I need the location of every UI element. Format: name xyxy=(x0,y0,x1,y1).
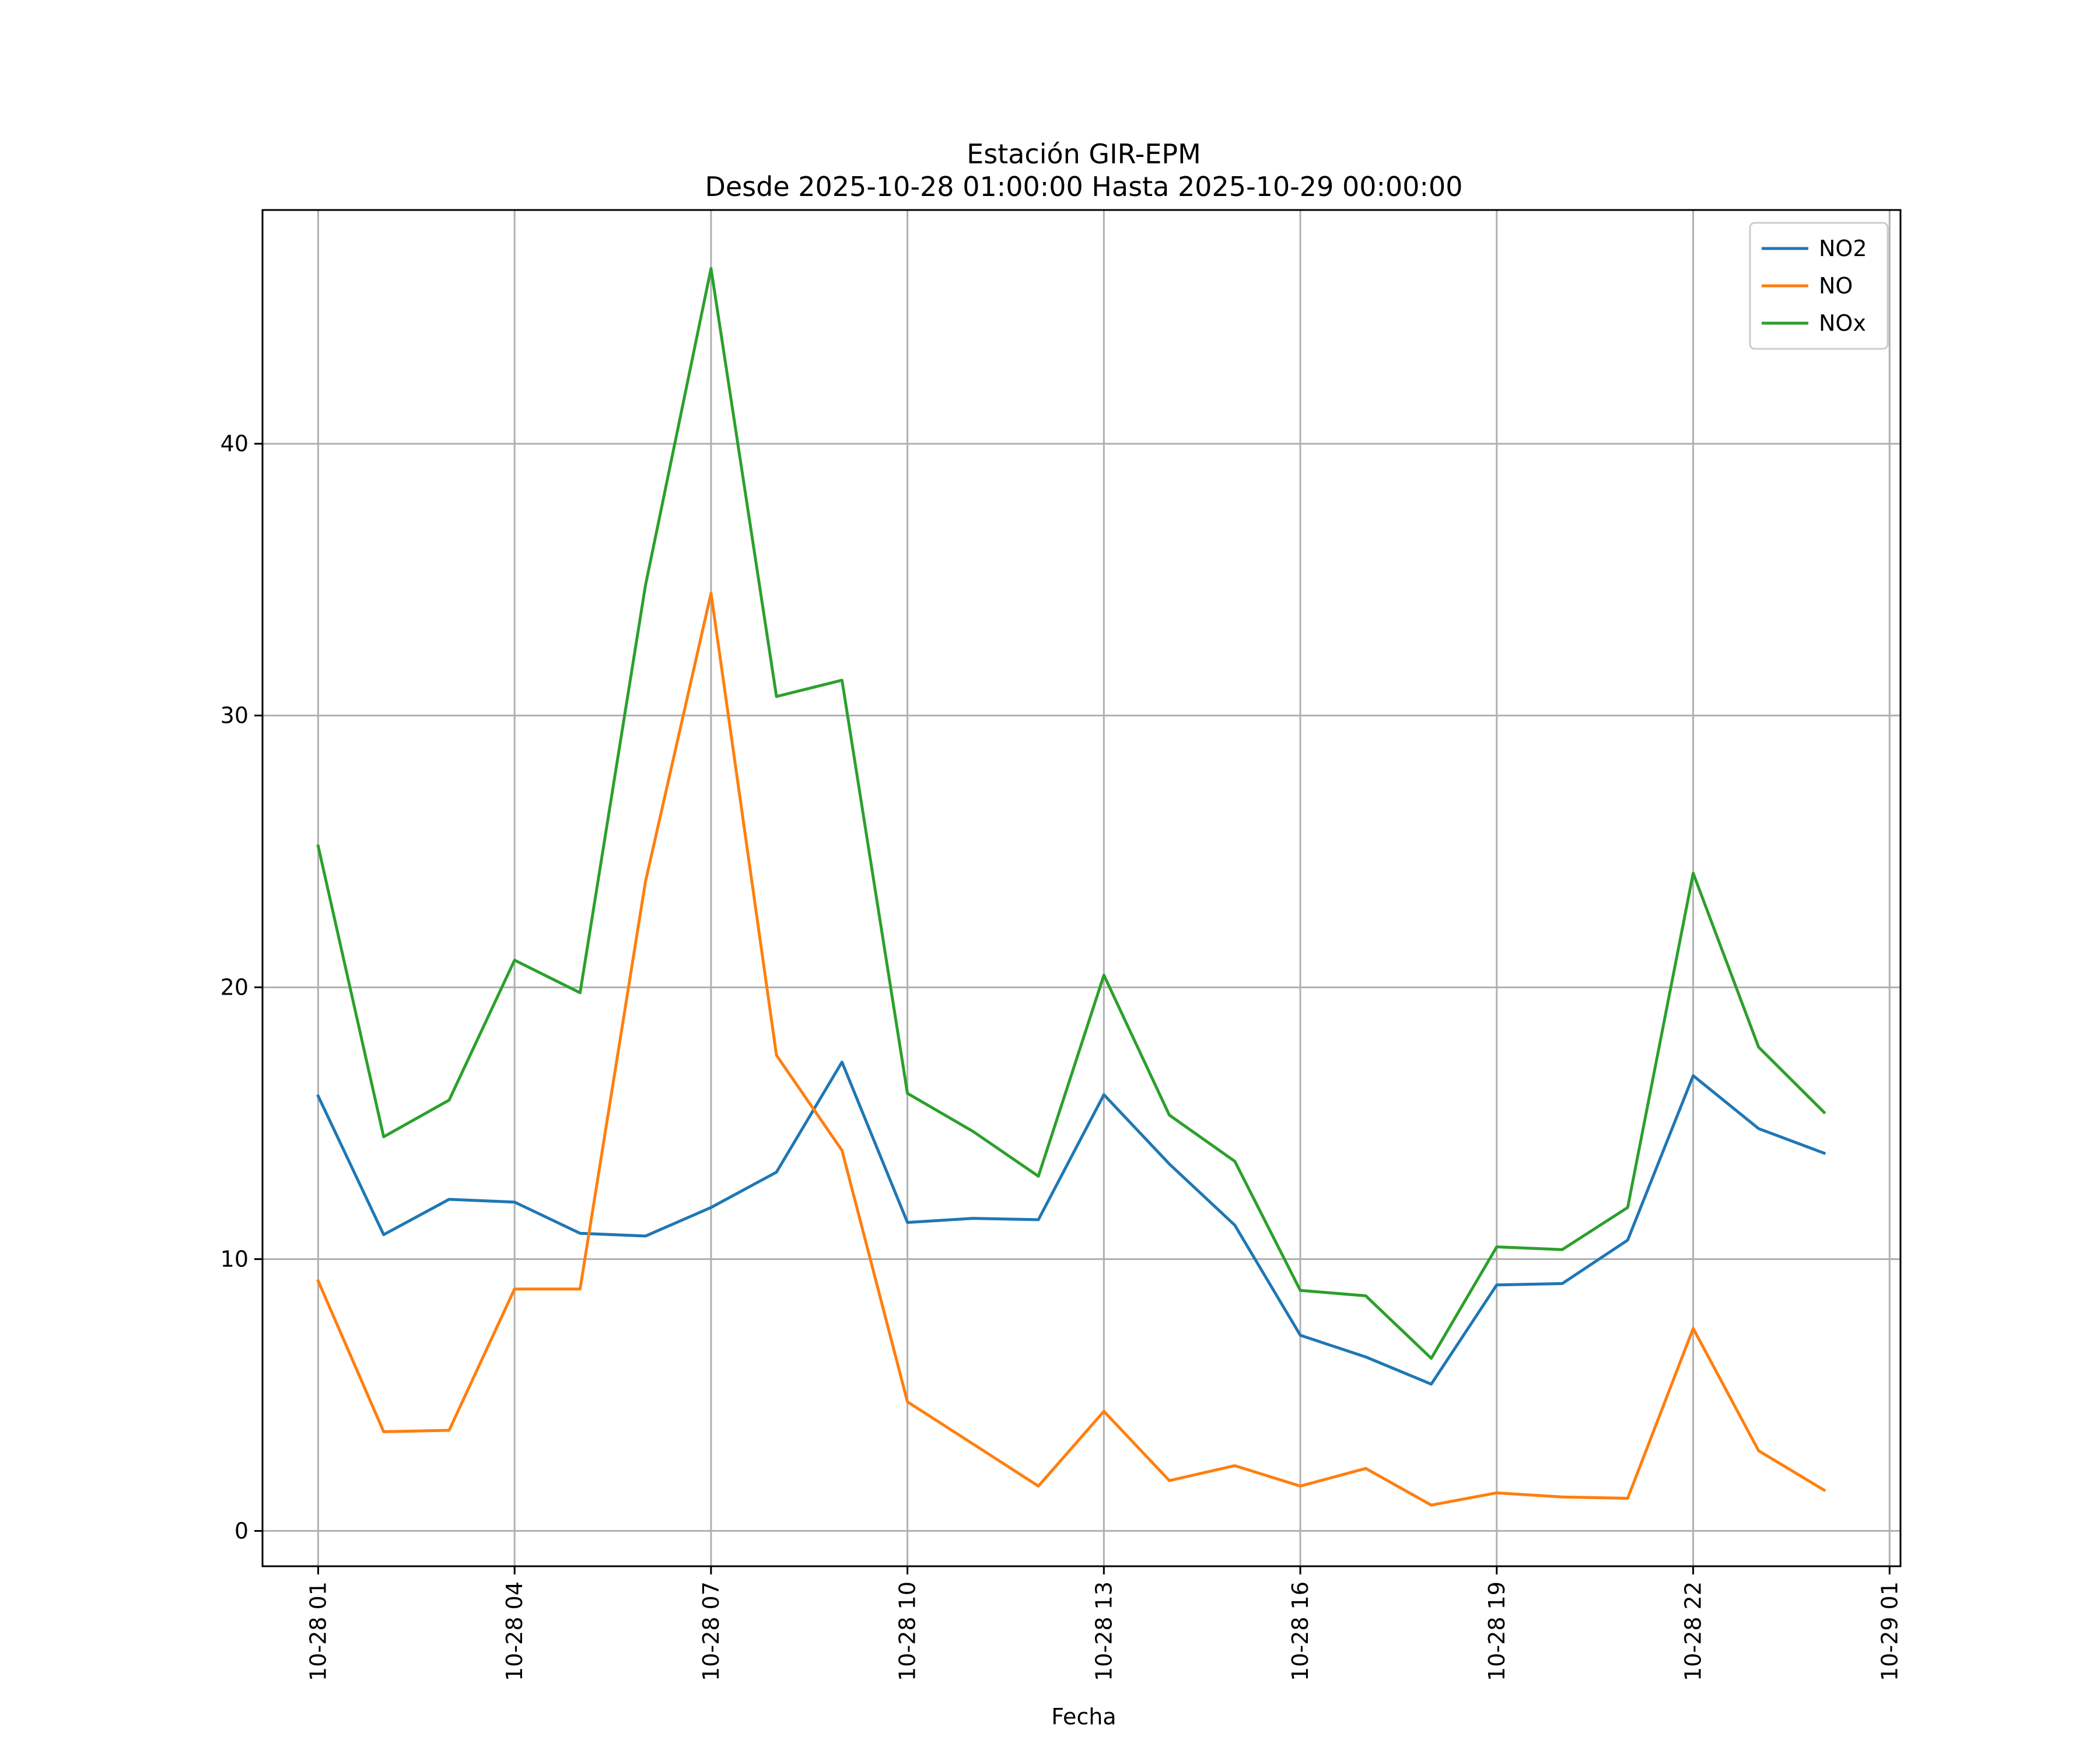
y-tick-label: 30 xyxy=(220,703,249,729)
x-tick-label: 10-28 19 xyxy=(1484,1581,1510,1681)
series-lines xyxy=(316,267,1826,1507)
x-tick-label: 10-28 04 xyxy=(502,1581,527,1681)
chart-subtitle: Desde 2025-10-28 01:00:00 Hasta 2025-10-… xyxy=(705,171,1462,202)
legend-label-no2: NO2 xyxy=(1819,236,1867,261)
x-tick-label: 10-29 01 xyxy=(1877,1581,1902,1681)
legend: NO2 NO NOx xyxy=(1749,222,1889,350)
y-axis: 0 10 20 30 40 xyxy=(220,431,262,1544)
series-line-nox xyxy=(316,267,1826,1360)
y-tick-label: 10 xyxy=(220,1246,249,1272)
series-line-no2 xyxy=(316,1060,1826,1386)
y-tick-label: 20 xyxy=(220,975,249,1000)
plot-area-frame xyxy=(261,209,1902,1567)
series-line-no xyxy=(316,592,1826,1507)
legend-box xyxy=(1749,222,1889,350)
x-tick-label: 10-28 13 xyxy=(1091,1581,1116,1681)
legend-label-no: NO xyxy=(1819,273,1853,299)
x-axis-label: Fecha xyxy=(1051,1704,1116,1730)
y-tick-label: 0 xyxy=(235,1518,249,1544)
x-tick-label: 10-28 10 xyxy=(895,1581,921,1681)
y-tick-label: 40 xyxy=(220,431,249,457)
x-tick-label: 10-28 07 xyxy=(698,1581,724,1681)
x-axis: 10-28 01 10-28 04 10-28 07 10-28 10 10-28 13… xyxy=(305,1566,1902,1681)
chart-title: Estación GIR-EPM xyxy=(967,138,1201,170)
x-tick-label: 10-28 22 xyxy=(1681,1581,1706,1681)
x-tick-label: 10-28 16 xyxy=(1287,1581,1313,1681)
x-tick-label: 10-28 01 xyxy=(305,1581,331,1681)
legend-label-nox: NOx xyxy=(1819,310,1866,336)
grid-lines xyxy=(262,210,1901,1566)
